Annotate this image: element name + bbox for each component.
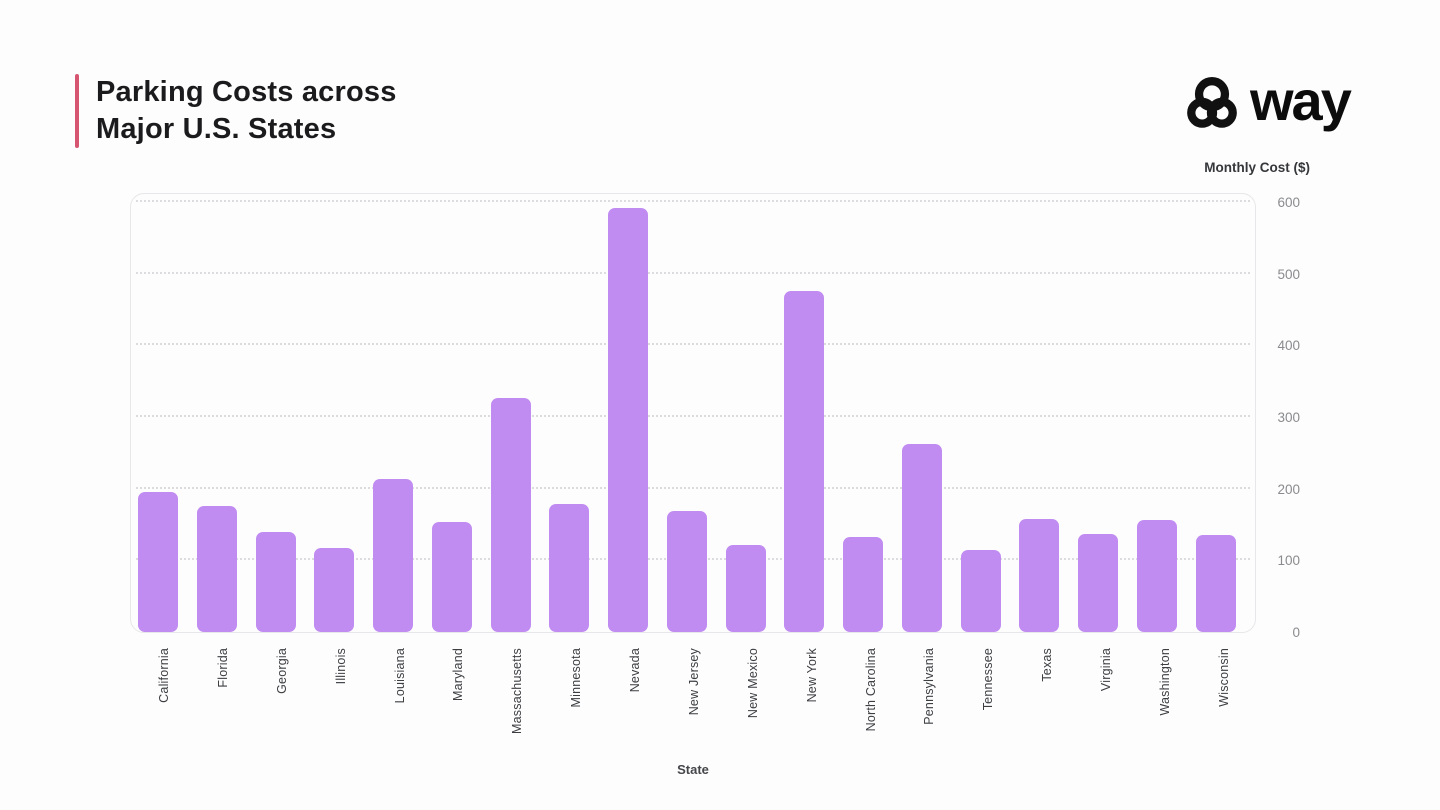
bar-illinois [314, 548, 355, 632]
gridline-600 [136, 200, 1250, 202]
gridline-400 [136, 343, 1250, 346]
bar-pennsylvania [901, 444, 942, 632]
x-axis-tick-labels: California Florida Georgia Illinois Louisian… [130, 648, 1256, 760]
bar-california [138, 492, 178, 632]
way-logo: way [1183, 69, 1352, 136]
y-tick-label-600: 600 [1277, 195, 1300, 210]
gridline-300 [136, 415, 1250, 417]
page-title-line1: Parking Costs across [96, 76, 397, 108]
y-tick-label-200: 200 [1277, 481, 1300, 497]
bar-texas [1019, 518, 1060, 632]
x-axis-title: State [677, 762, 709, 777]
bar-new-mexico [725, 545, 766, 632]
x-tick-label: Louisiana [392, 648, 407, 704]
x-tick-label: Minnesota [569, 648, 584, 708]
bar-massachusetts [490, 398, 531, 632]
page-title-line2: Major U.S. States [96, 113, 337, 145]
x-tick-illinois: Illinois [314, 648, 354, 760]
x-tick-label: Massachusetts [510, 648, 525, 734]
x-tick-label: Maryland [451, 648, 466, 702]
x-tick-label: New Jersey [686, 648, 701, 716]
x-tick-louisiana: Louisiana [373, 648, 413, 760]
x-tick-pennsylvania: Pennsylvania [902, 648, 942, 760]
way-logo-trefoil-icon [1187, 77, 1237, 128]
bar-new-jersey [666, 510, 707, 632]
x-tick-washington: Washington [1138, 648, 1178, 760]
bar-wisconsin [1195, 534, 1236, 632]
x-tick-label: Georgia [274, 648, 289, 694]
x-tick-label: Florida [215, 648, 230, 688]
x-tick-label: Wisconsin [1216, 648, 1231, 707]
x-tick-virginia: Virginia [1079, 648, 1119, 760]
x-tick-label: Illinois [333, 648, 348, 685]
x-tick-georgia: Georgia [255, 648, 295, 760]
x-tick-label: Pennsylvania [922, 648, 937, 725]
chart-plot-area [130, 193, 1256, 633]
gridline-500 [136, 271, 1250, 274]
bar-florida [196, 505, 237, 632]
y-axis-title: Monthly Cost ($) [1204, 160, 1310, 175]
gridline-200 [136, 486, 1250, 489]
x-tick-label: Texas [1040, 648, 1055, 682]
x-tick-tennessee: Tennessee [961, 648, 1001, 760]
x-tick-maryland: Maryland [431, 648, 471, 760]
x-tick-minnesota: Minnesota [549, 648, 589, 760]
x-tick-nevada: Nevada [608, 648, 648, 760]
bar-maryland [431, 521, 472, 632]
x-tick-florida: Florida [196, 648, 236, 760]
bar-minnesota [549, 504, 590, 632]
x-tick-texas: Texas [1020, 648, 1060, 760]
y-tick-label-300: 300 [1277, 410, 1300, 425]
page-header: Parking Costs across Major U.S. States [75, 74, 397, 148]
x-tick-label: California [157, 648, 171, 703]
x-tick-wisconsin: Wisconsin [1197, 648, 1237, 760]
x-tick-new-york: New York [785, 648, 825, 760]
x-tick-label: Virginia [1099, 648, 1113, 692]
x-tick-label: Tennessee [981, 648, 996, 711]
x-tick-new-jersey: New Jersey [667, 648, 707, 760]
y-axis-tick-labels: 0 100 200 300 400 500 600 [1262, 193, 1300, 640]
x-tick-label: New York [804, 648, 819, 703]
bar-group [131, 194, 1255, 632]
x-tick-north-carolina: North Carolina [844, 648, 884, 760]
bar-north-carolina [843, 536, 884, 632]
x-tick-new-mexico: New Mexico [726, 648, 766, 760]
x-tick-label: Nevada [628, 648, 642, 693]
x-tick-label: Washington [1157, 648, 1172, 716]
x-tick-label: North Carolina [863, 648, 878, 732]
page-title: Parking Costs across Major U.S. States [96, 74, 397, 148]
y-tick-label-100: 100 [1277, 553, 1300, 569]
y-tick-label-0: 0 [1292, 625, 1300, 640]
bar-tennessee [960, 549, 1001, 632]
bar-georgia [255, 532, 296, 632]
x-tick-label: New Mexico [745, 648, 760, 719]
bar-new-york [784, 290, 825, 632]
bar-louisiana [373, 479, 414, 632]
bar-virginia [1078, 533, 1119, 632]
title-accent-bar [75, 74, 79, 148]
y-tick-label-400: 400 [1277, 338, 1300, 354]
x-tick-massachusetts: Massachusetts [490, 648, 530, 760]
bar-nevada [608, 208, 649, 632]
bar-washington [1137, 520, 1178, 632]
y-tick-label-500: 500 [1277, 266, 1300, 282]
x-tick-california: California [137, 648, 177, 760]
way-logo-wordmark: way [1250, 69, 1352, 132]
